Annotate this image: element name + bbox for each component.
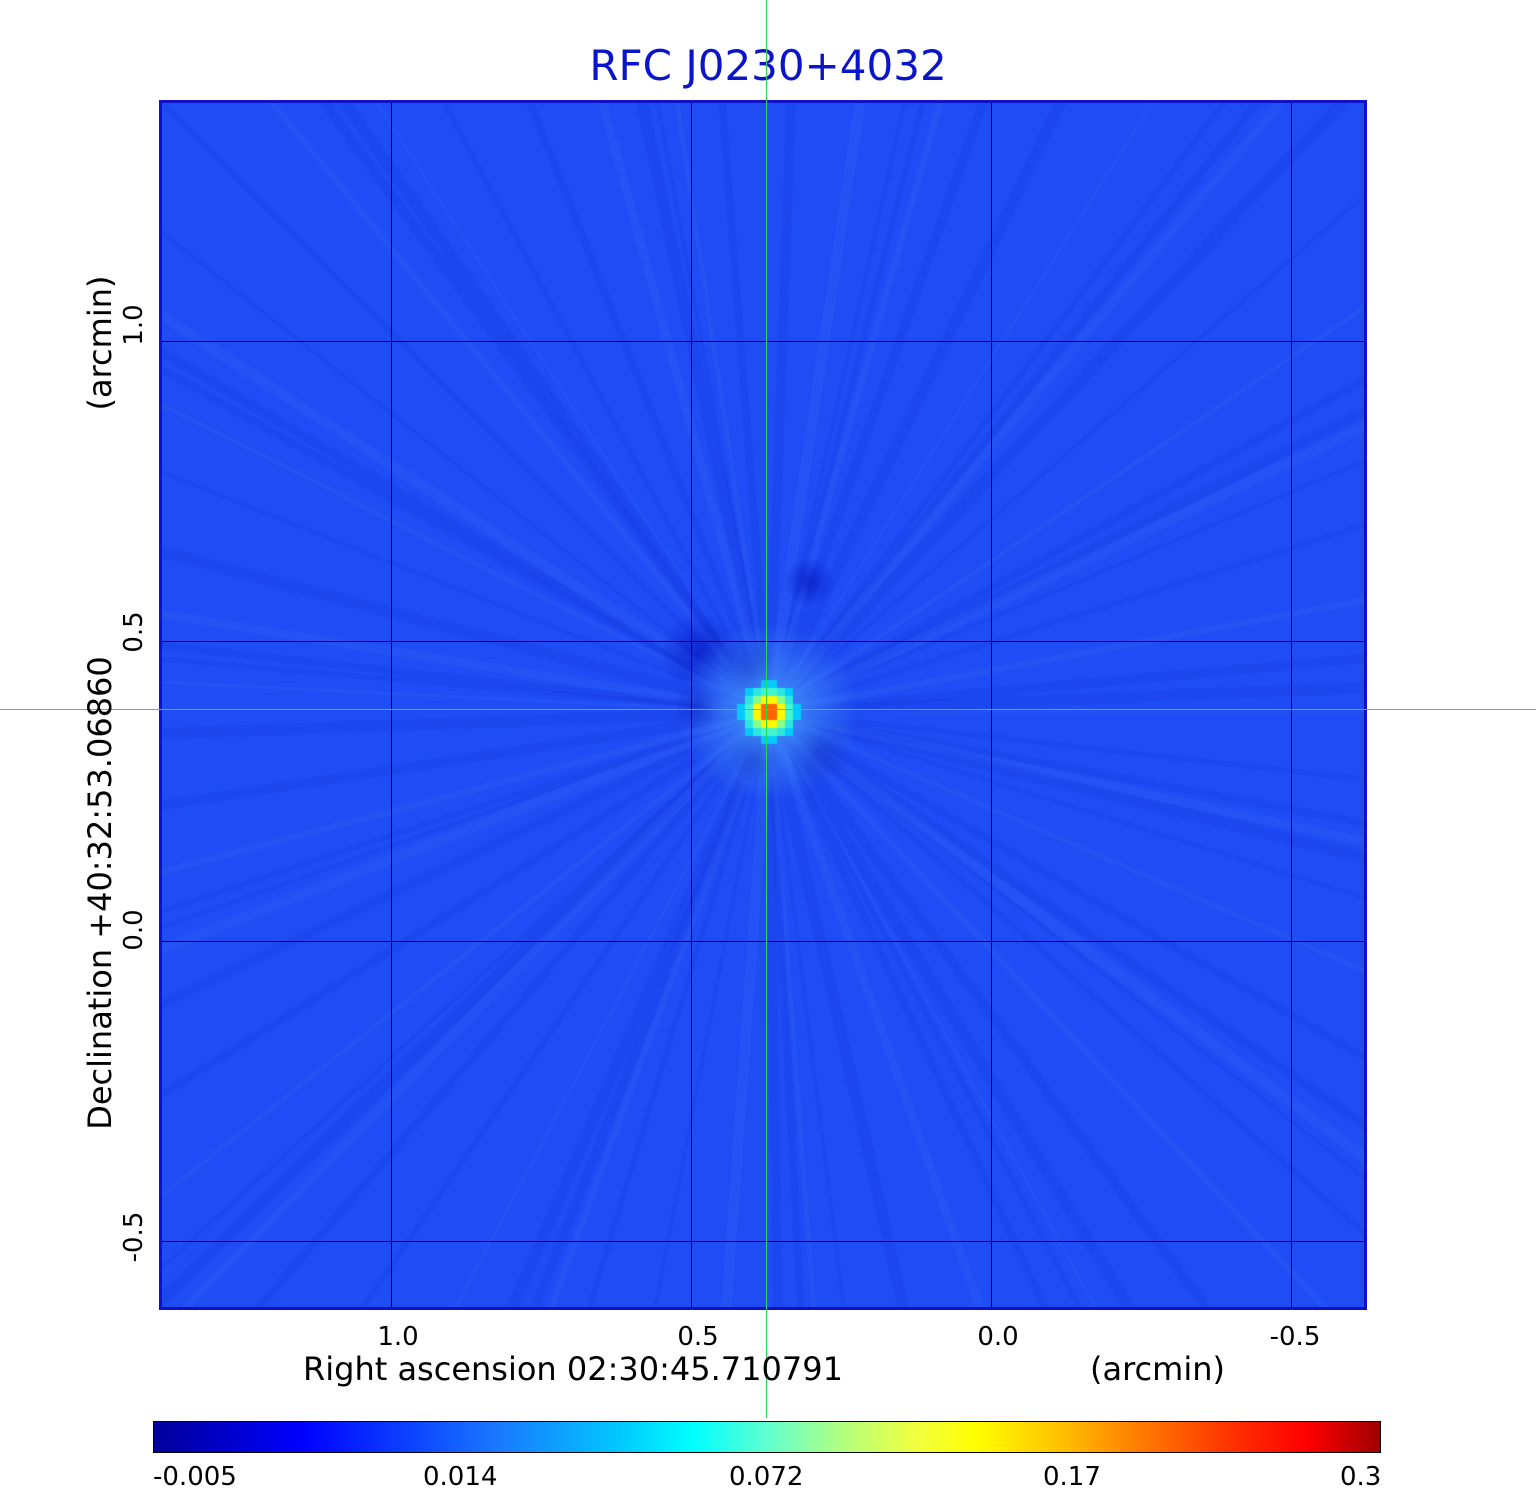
y-tick-label: 0.5 — [119, 611, 149, 653]
grid-line-ra-0.5 — [691, 103, 692, 1307]
x-tick-label: 0.0 — [977, 1322, 1019, 1352]
colorbar-tick-label: 0.17 — [1043, 1462, 1101, 1492]
y-tick-label: 0.0 — [119, 909, 149, 951]
colorbar-tick-label: 0.072 — [729, 1462, 804, 1492]
x-tick-label: 0.5 — [677, 1322, 719, 1352]
radio-map-frame — [159, 100, 1367, 1310]
image-title: RFC J0230+4032 — [589, 41, 947, 90]
colorbar — [153, 1421, 1381, 1453]
x-axis-unit: (arcmin) — [1090, 1350, 1225, 1388]
grid-line-dec-0.5 — [162, 641, 1364, 642]
colorbar-tick-label: -0.005 — [153, 1462, 237, 1492]
radio-map-image — [162, 103, 1364, 1307]
x-tick-label: -0.5 — [1269, 1322, 1321, 1352]
crosshair-horizontal — [0, 709, 1536, 710]
y-axis-unit: (arcmin) — [81, 275, 119, 411]
grid-line-dec-0.0 — [162, 941, 1364, 942]
colorbar-tick-label: 0.3 — [1340, 1462, 1382, 1492]
grid-line-ra-1.0 — [391, 103, 392, 1307]
grid-line-ra-minus-0.5 — [1291, 103, 1292, 1307]
x-axis-label: Right ascension 02:30:45.710791 — [303, 1350, 843, 1388]
x-tick-label: 1.0 — [377, 1322, 419, 1352]
colorbar-tick-label: 0.014 — [423, 1462, 498, 1492]
y-tick-label: 1.0 — [119, 304, 149, 346]
grid-line-dec-1.0 — [162, 341, 1364, 342]
grid-line-ra-0.0 — [991, 103, 992, 1307]
y-tick-label: -0.5 — [119, 1211, 149, 1263]
y-axis-label: Declination +40:32:53.06860 — [81, 656, 119, 1130]
grid-line-dec-minus-0.5 — [162, 1241, 1364, 1242]
